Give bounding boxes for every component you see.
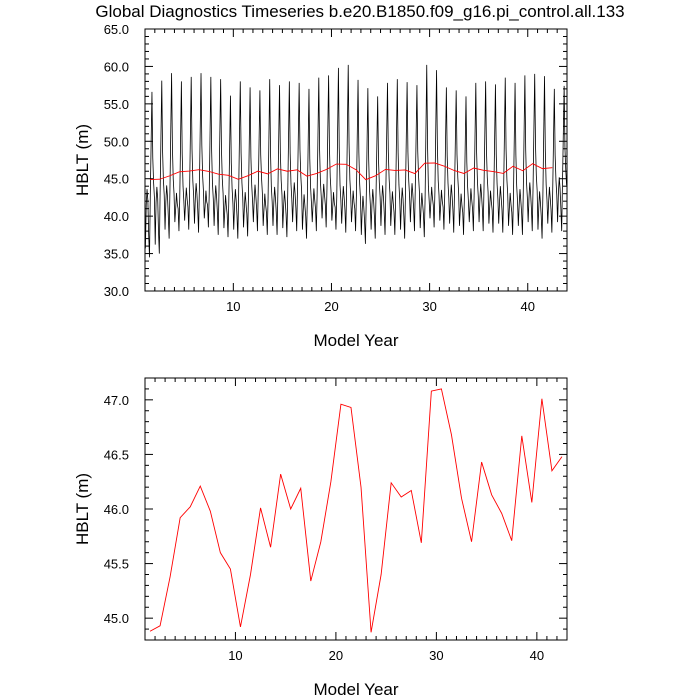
bottom-panel-tick-labels: 10 20 30 40 45.0 45.5 46.0 46.5 47.0 xyxy=(104,393,544,663)
y-tick-label: 40.0 xyxy=(104,209,129,224)
bottom-panel-frame xyxy=(144,377,568,641)
figure-title: Global Diagnostics Timeseries b.e20.B185… xyxy=(95,2,624,21)
monthly-series-line xyxy=(145,64,567,258)
bottom-panel-series xyxy=(149,388,563,633)
top-panel: 10 20 30 40 30.0 35.0 40.0 45.0 50.0 55.0 60.0 65.0… xyxy=(73,22,568,350)
x-tick-label: 30 xyxy=(422,299,436,314)
top-panel-tick-labels: 10 20 30 40 30.0 35.0 40.0 45.0 50.0 55.0 60.0 65.0 xyxy=(104,22,535,314)
y-tick-label: 35.0 xyxy=(104,247,129,262)
bottom-panel-x-axis-label: Model Year xyxy=(313,680,398,699)
y-tick-label: 30.0 xyxy=(104,284,129,299)
x-tick-label: 10 xyxy=(226,299,240,314)
y-tick-label: 46.0 xyxy=(104,502,129,517)
y-tick-label: 50.0 xyxy=(104,134,129,149)
y-tick-label: 45.0 xyxy=(104,611,129,626)
x-tick-label: 10 xyxy=(228,648,242,663)
y-tick-label: 46.5 xyxy=(104,447,129,462)
annual-mean-series-line xyxy=(149,162,553,181)
y-tick-label: 45.0 xyxy=(104,172,129,187)
x-tick-label: 20 xyxy=(329,648,343,663)
x-tick-label: 30 xyxy=(429,648,443,663)
y-tick-label: 65.0 xyxy=(104,22,129,37)
y-tick-label: 55.0 xyxy=(104,97,129,112)
annual-mean-series-line xyxy=(149,388,563,633)
y-tick-label: 45.5 xyxy=(104,557,129,572)
x-tick-label: 20 xyxy=(324,299,338,314)
bottom-panel-ticks xyxy=(144,377,568,641)
x-tick-label: 40 xyxy=(521,299,535,314)
y-tick-label: 47.0 xyxy=(104,393,129,408)
top-panel-y-axis-label: HBLT (m) xyxy=(73,124,92,196)
top-panel-frame xyxy=(144,28,568,292)
x-tick-label: 40 xyxy=(530,648,544,663)
bottom-panel-y-axis-label: HBLT (m) xyxy=(73,473,92,545)
y-tick-label: 60.0 xyxy=(104,59,129,74)
top-panel-series xyxy=(145,64,567,258)
top-panel-x-axis-label: Model Year xyxy=(313,331,398,350)
